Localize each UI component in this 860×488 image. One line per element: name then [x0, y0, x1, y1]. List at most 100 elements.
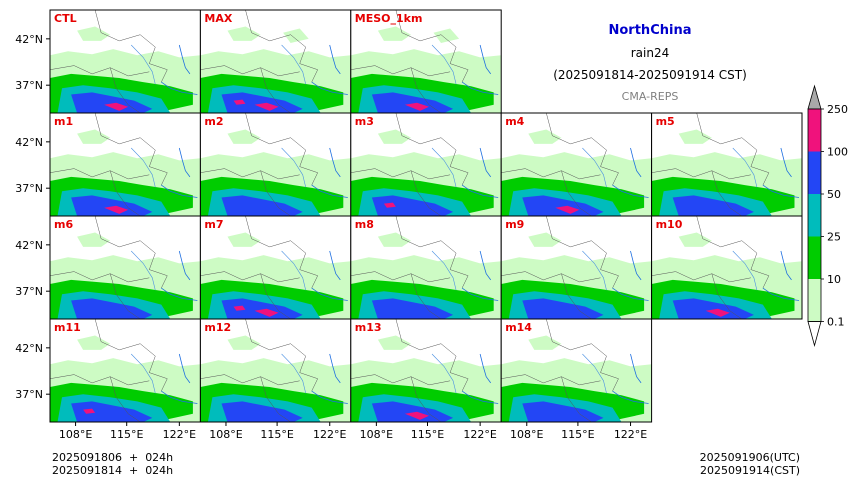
rain-area-light-north	[377, 129, 411, 144]
province-border	[245, 10, 319, 83]
rain-area-100mm	[705, 308, 730, 317]
coastline	[178, 250, 191, 281]
province-border	[50, 168, 150, 180]
coastline	[311, 81, 348, 95]
coastline	[762, 184, 800, 198]
colorbar-label: 10	[827, 273, 841, 286]
province-border	[410, 170, 442, 216]
rain-area-light-north	[377, 335, 411, 350]
lon-tick-label: 108°E	[360, 428, 393, 441]
lon-tick-label: 122°E	[463, 428, 496, 441]
panel-map-m1: m1	[49, 112, 201, 217]
rain-area-light-north	[227, 26, 261, 41]
rain-area-light-north	[77, 129, 111, 144]
province-border	[350, 65, 451, 77]
panel-map-MAX: MAX	[199, 9, 352, 114]
province-border	[651, 271, 751, 283]
rain-area-50mm	[71, 298, 153, 319]
rain-area-light-north	[377, 26, 411, 41]
province-border	[561, 170, 592, 216]
rain-area-light-north	[227, 335, 261, 350]
river-line	[130, 250, 156, 291]
panel-map-m14: m14	[500, 318, 653, 423]
lat-tick-label: 42°N	[15, 239, 43, 252]
colorbar-label: 250	[827, 103, 848, 116]
panel-label: m12	[204, 321, 231, 334]
province-border	[410, 273, 442, 319]
province-border	[501, 374, 601, 386]
province-border	[260, 376, 291, 422]
lon-tick-label: 122°E	[163, 428, 196, 441]
panel-label: m2	[204, 115, 223, 128]
province-border	[410, 376, 442, 422]
panel-label: m9	[505, 218, 524, 231]
colorbar: 0.1 10 25 50 100 250	[807, 84, 848, 348]
lon-tick-label: 108°E	[59, 428, 92, 441]
panel-frame	[651, 215, 803, 320]
coastline	[612, 287, 649, 301]
rain-area-100mm	[254, 102, 279, 111]
rain-area-100mm	[404, 411, 429, 420]
coastline	[762, 287, 800, 301]
coastline	[161, 184, 198, 198]
rain-area-light-north	[528, 232, 562, 247]
province-border	[109, 170, 141, 216]
panel-label: m5	[656, 115, 675, 128]
rain-area-50mm	[71, 92, 153, 113]
coastline	[178, 44, 191, 75]
coastline	[329, 147, 341, 178]
coastline	[479, 147, 492, 178]
panel-label: m6	[54, 218, 73, 231]
river-line	[130, 353, 156, 394]
panel-label: m1	[54, 115, 73, 128]
coastline	[329, 44, 341, 75]
rain-area-light-north	[77, 26, 111, 41]
colorbar-segment	[808, 194, 821, 237]
footer-init-line2: 2025091814 + 024h	[52, 464, 174, 477]
lat-tick-label: 37°N	[15, 79, 43, 92]
province-border	[395, 216, 469, 289]
lat-tick-label: 42°N	[15, 342, 43, 355]
rain-area-light-north	[77, 232, 111, 247]
rain-area-50mm	[522, 195, 604, 216]
chart-title-period: (2025091814-2025091914 CST)	[553, 68, 747, 82]
panel-map-m10: m10	[651, 215, 803, 320]
coastline	[461, 287, 499, 301]
rain-area-light-north	[678, 232, 712, 247]
footer-valid-line2: 2025091914(CST)	[700, 464, 800, 477]
province-border	[260, 273, 291, 319]
panel-map-m8: m8	[350, 215, 502, 320]
lon-tick-label: 115°E	[561, 428, 594, 441]
province-border	[410, 67, 442, 113]
province-border	[501, 271, 601, 283]
rain-area-50mm	[522, 401, 604, 422]
panel-map-m12: m12	[199, 318, 352, 423]
panel-map-m2: m2	[199, 112, 352, 217]
coastline	[161, 390, 198, 404]
rain-area-100mm-2	[233, 305, 246, 311]
province-border	[546, 216, 619, 289]
province-border	[260, 67, 291, 113]
rain-area-light-north	[528, 129, 562, 144]
rain-area-light-north	[377, 232, 411, 247]
lon-tick-label: 122°E	[614, 428, 647, 441]
coastline	[461, 81, 499, 95]
river-line	[431, 353, 457, 394]
province-border	[651, 168, 751, 180]
panel-label: m7	[204, 218, 223, 231]
province-border	[501, 168, 601, 180]
province-border	[200, 374, 300, 386]
coastline	[612, 184, 649, 198]
colorbar-label: 100	[827, 146, 848, 159]
rain-area-50mm	[221, 298, 303, 319]
coastline	[479, 250, 492, 281]
province-border	[50, 374, 150, 386]
coastline	[479, 44, 492, 75]
footer-valid-line1: 2025091906(UTC)	[699, 451, 800, 464]
colorbar-segment	[808, 236, 821, 279]
river-line	[281, 147, 306, 188]
province-border	[109, 67, 141, 113]
province-border	[546, 113, 619, 186]
colorbar-label: 50	[827, 188, 841, 201]
rain-area-50mm	[522, 298, 604, 319]
